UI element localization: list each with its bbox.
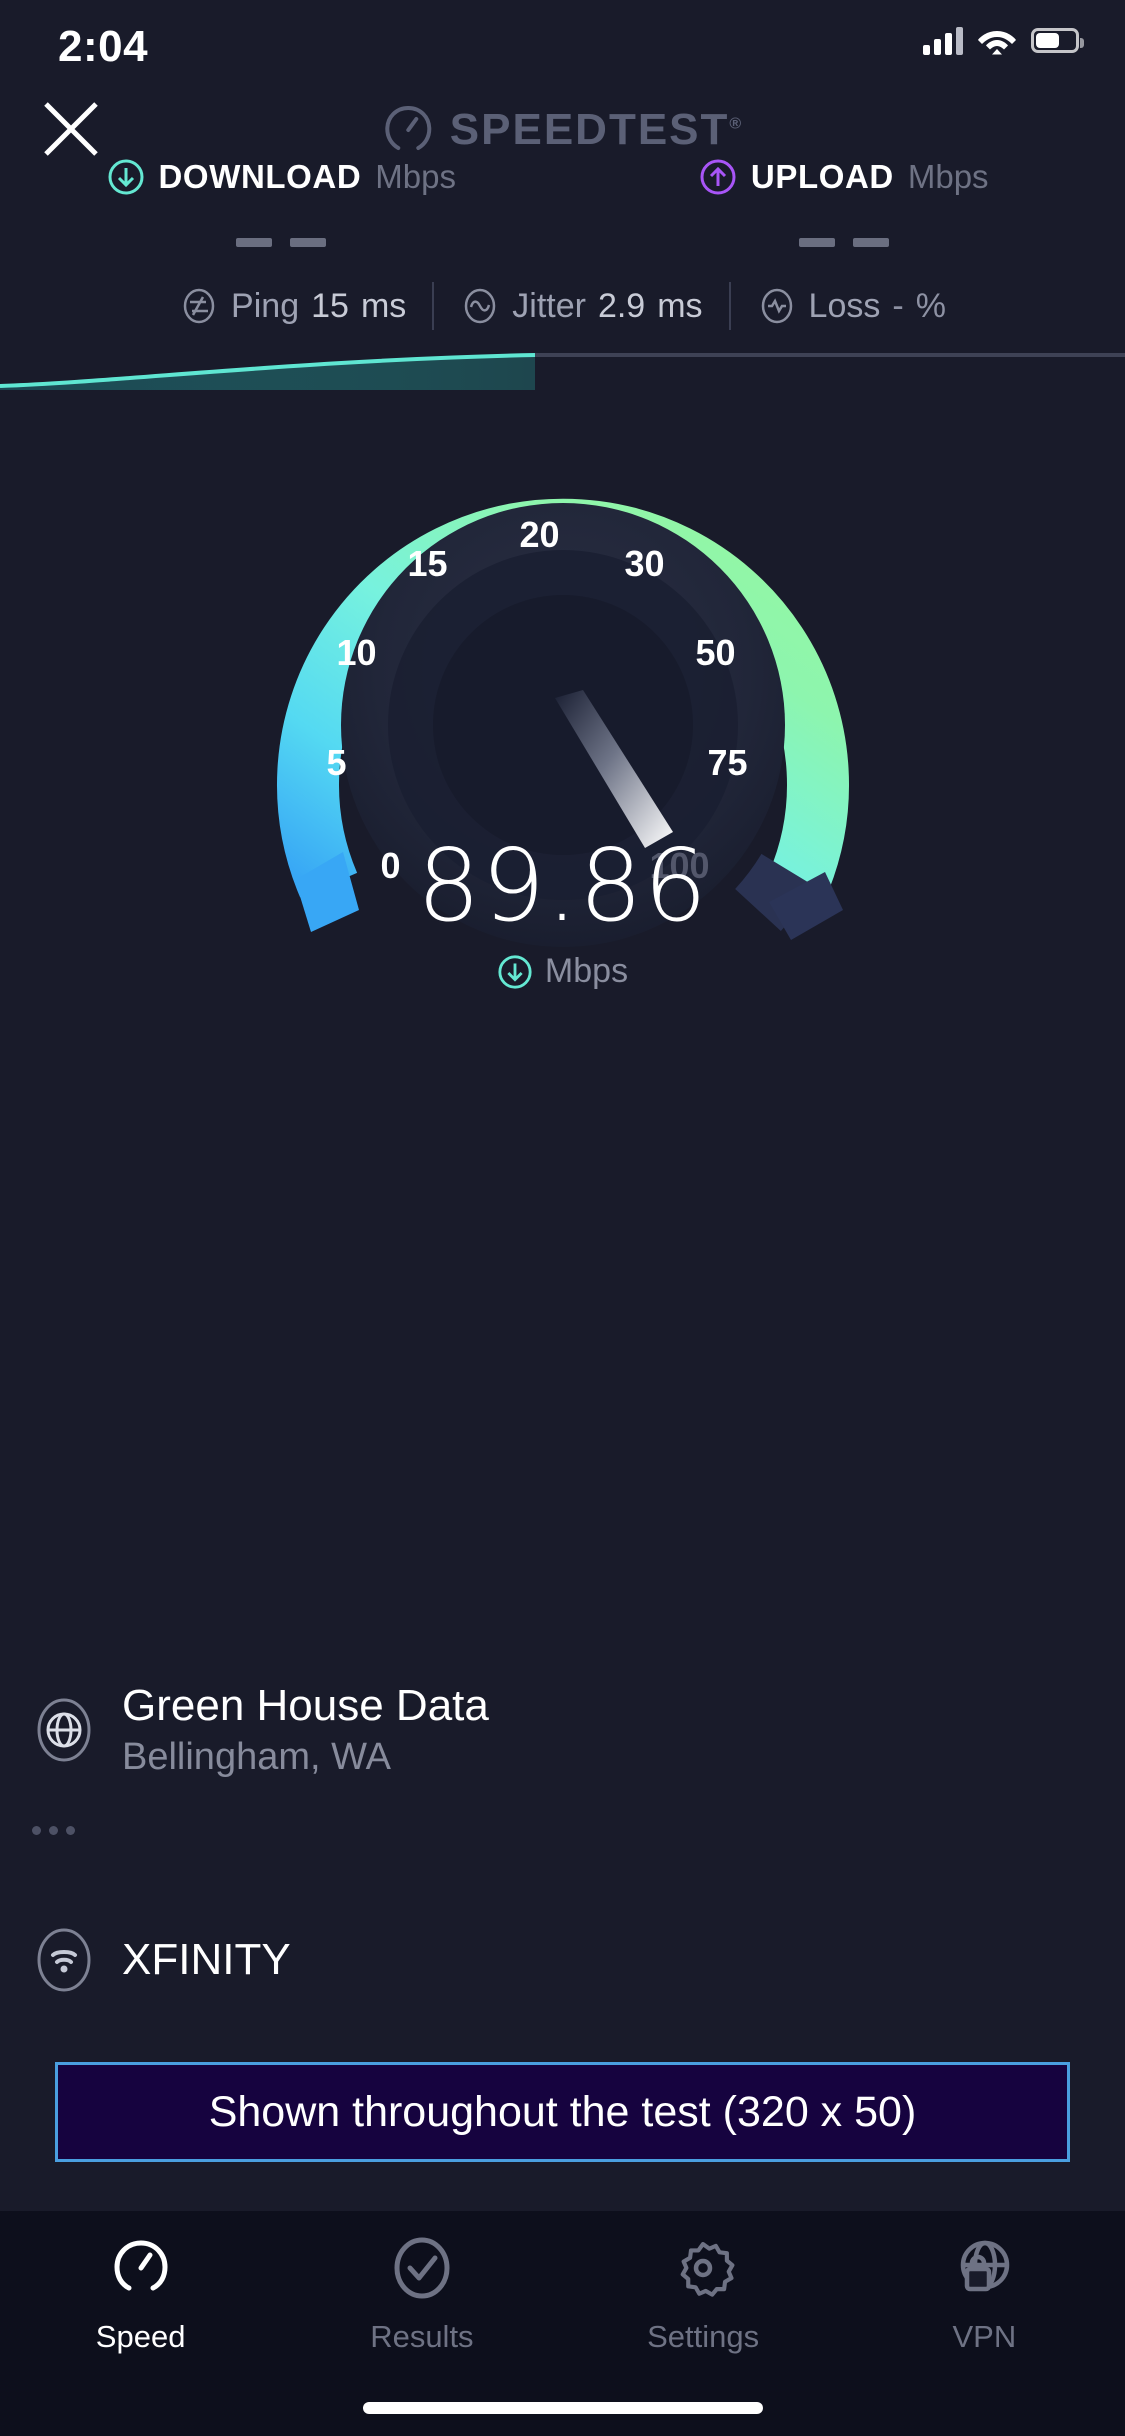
- stat-loss-unit: %: [915, 286, 946, 325]
- server-row[interactable]: Green House Data Bellingham, WA: [0, 1670, 1125, 1790]
- tab-vpn[interactable]: VPN: [844, 2233, 1125, 2436]
- isp-name: XFINITY: [122, 1935, 291, 1985]
- speed-gauge: 0 5 10 15 20 30 50 75 100: [253, 440, 873, 1000]
- download-arrow-icon: [108, 159, 143, 195]
- stat-jitter: Jitter 2.9 ms: [434, 286, 728, 326]
- value-placeholder-dash: [290, 238, 327, 247]
- stat-loss-value: -: [892, 286, 904, 325]
- gauge-dial: [276, 498, 849, 947]
- stat-loss-label: Loss: [808, 286, 881, 325]
- value-placeholder-dash: [852, 238, 889, 247]
- tab-results[interactable]: Results: [281, 2233, 562, 2436]
- close-button[interactable]: [40, 98, 102, 160]
- value-placeholder-dash: [798, 238, 835, 247]
- ad-banner-text: Shown throughout the test (320 x 50): [208, 2087, 917, 2136]
- tab-vpn-label: VPN: [952, 2319, 1017, 2354]
- stat-ping-unit: ms: [360, 286, 407, 325]
- metric-upload-label: UPLOAD: [750, 158, 894, 195]
- check-circle-icon: [394, 2237, 450, 2299]
- tab-results-label: Results: [370, 2319, 474, 2354]
- tab-settings[interactable]: Settings: [563, 2233, 844, 2436]
- stat-jitter-unit: ms: [657, 286, 703, 325]
- tab-settings-label: Settings: [647, 2319, 760, 2354]
- ad-banner[interactable]: Shown throughout the test (320 x 50): [55, 2062, 1070, 2162]
- stat-ping-label: Ping: [231, 286, 300, 325]
- metrics-row: DOWNLOAD Mbps UPLOAD Mbps: [0, 158, 1125, 247]
- gauge-tick-5: 5: [326, 742, 347, 783]
- status-bar-indicators: [923, 26, 1084, 55]
- gauge-tick-10: 10: [336, 632, 377, 673]
- brand-label: SPEEDTEST: [449, 105, 730, 154]
- metric-download-value: [236, 238, 327, 247]
- gauge-tick-100: 100: [649, 845, 710, 886]
- download-arrow-icon: [498, 954, 532, 989]
- test-progress-graph: [0, 353, 1125, 390]
- metric-download-label: DOWNLOAD: [158, 158, 362, 195]
- gauge-tick-50: 50: [695, 632, 736, 673]
- gauge-unit-label: Mbps: [544, 952, 629, 990]
- home-indicator: [362, 2402, 763, 2414]
- stat-divider: [432, 282, 435, 330]
- value-placeholder-dash: [236, 238, 273, 247]
- gauge-tick-30: 30: [624, 543, 665, 584]
- loss-icon: [761, 288, 792, 324]
- stat-divider: [728, 282, 731, 330]
- metric-upload-value: [798, 238, 889, 247]
- status-bar: 2:04: [0, 0, 1125, 100]
- wifi-circle-icon: [28, 1924, 100, 1996]
- server-name: Green House Data: [122, 1680, 489, 1730]
- cellular-signal-icon: [923, 26, 963, 55]
- server-location: Bellingham, WA: [122, 1736, 391, 1779]
- battery-icon: [1031, 28, 1084, 53]
- metric-download-unit: Mbps: [375, 158, 456, 195]
- metric-download: DOWNLOAD Mbps: [0, 158, 563, 247]
- gauge-tick-0: 0: [380, 845, 401, 886]
- connection-stats-row: Ping 15 ms Jitter 2.9 ms Loss - %: [0, 282, 1125, 330]
- stat-loss: Loss - %: [731, 286, 972, 326]
- server-more-dots[interactable]: [32, 1826, 75, 1835]
- gauge-tick-20: 20: [519, 514, 560, 555]
- globe-icon: [28, 1694, 100, 1766]
- speedometer-icon: [114, 2240, 168, 2291]
- jitter-icon: [465, 288, 496, 324]
- gauge-tick-75: 75: [707, 742, 748, 783]
- metric-upload: UPLOAD Mbps: [563, 158, 1125, 247]
- close-icon: [44, 102, 98, 156]
- gauge-unit-row: Mbps: [0, 952, 1125, 991]
- brand-trademark: ®: [729, 115, 744, 133]
- bottom-tab-bar: Speed Results Settings VPN: [0, 2211, 1125, 2436]
- gauge-tick-15: 15: [407, 543, 448, 584]
- app-brand: SPEEDTEST®: [382, 104, 743, 156]
- stat-ping: Ping 15 ms: [153, 286, 432, 326]
- metric-upload-unit: Mbps: [907, 158, 989, 195]
- stat-ping-value: 15: [311, 286, 349, 325]
- tab-speed-label: Speed: [95, 2319, 186, 2354]
- gauge-value: 89.86: [416, 827, 709, 944]
- upload-arrow-icon: [700, 159, 736, 195]
- gear-icon: [680, 2241, 735, 2297]
- isp-row[interactable]: XFINITY: [0, 1905, 1125, 2015]
- speedometer-logo-icon: [384, 106, 431, 150]
- tab-speed[interactable]: Speed: [0, 2233, 281, 2436]
- gauge-readout: 89.86 Mbps: [0, 836, 1125, 991]
- globe-lock-icon: [961, 2240, 1010, 2292]
- stat-jitter-value: 2.9: [597, 286, 646, 325]
- brand-title: SPEEDTEST®: [450, 105, 743, 155]
- ping-icon: [183, 288, 215, 324]
- status-bar-time: 2:04: [58, 22, 149, 71]
- wifi-icon: [978, 31, 1016, 55]
- stat-jitter-label: Jitter: [512, 286, 586, 325]
